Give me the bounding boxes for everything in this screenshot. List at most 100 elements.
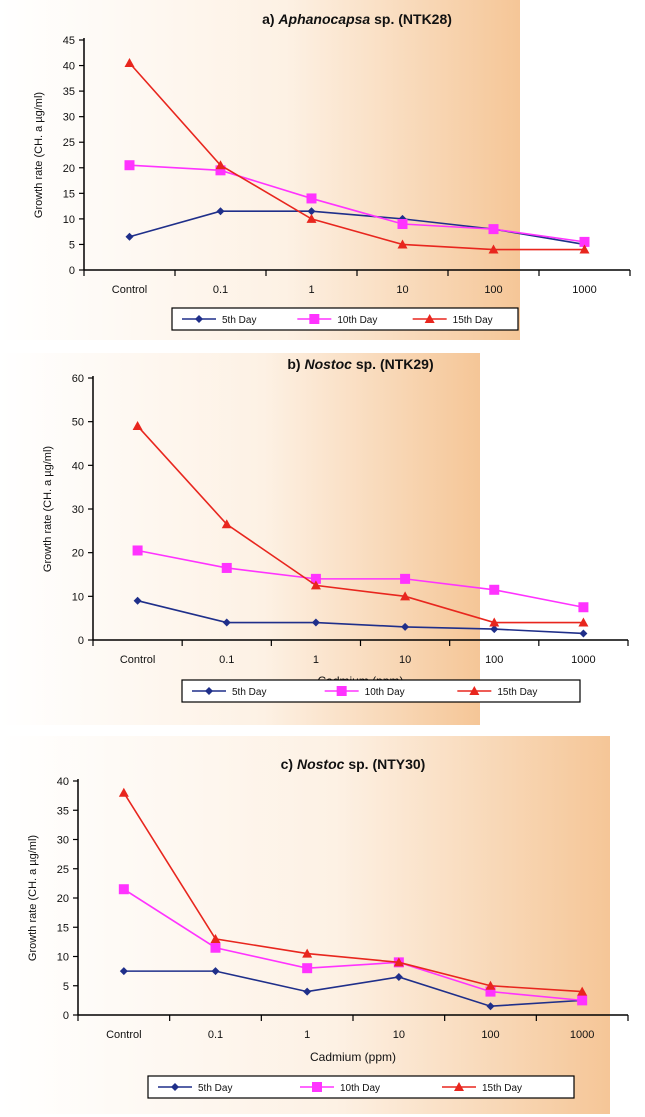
data-point <box>118 787 129 797</box>
legend-marker <box>312 1082 322 1092</box>
legend-marker <box>171 1083 179 1091</box>
chart-background <box>0 353 480 725</box>
data-point <box>489 584 500 595</box>
x-tick-label: 1 <box>308 284 314 296</box>
legend-entry: 10th Day <box>340 1083 380 1094</box>
y-tick-label: 35 <box>63 86 75 98</box>
series-line <box>136 425 584 624</box>
legend-marker <box>195 315 203 323</box>
data-point <box>485 986 496 997</box>
y-tick-label: 20 <box>57 893 69 905</box>
data-point <box>486 1002 495 1011</box>
legend: 5th Day 10th Day 15th Day <box>147 1075 575 1099</box>
data-point <box>221 562 232 573</box>
legend-marker <box>309 314 320 324</box>
data-point <box>401 622 410 631</box>
chart-title: c) Nostoc sp. (NTY30) <box>281 756 426 772</box>
legend-entry: 10th Day <box>337 315 377 326</box>
data-point <box>488 244 499 254</box>
data-point <box>393 957 404 967</box>
legend-marker <box>205 687 213 695</box>
data-point <box>397 239 408 249</box>
data-point <box>400 591 411 601</box>
y-tick-label: 50 <box>72 417 84 429</box>
y-tick-label: 0 <box>63 1010 69 1022</box>
series-5th-day <box>133 596 588 638</box>
y-tick-label: 5 <box>63 981 69 993</box>
legend-entry: 5th Day <box>198 1083 232 1094</box>
data-point <box>577 995 588 1006</box>
legend-box <box>181 679 581 703</box>
legend-marker <box>336 686 347 696</box>
y-tick-label: 5 <box>69 239 75 251</box>
x-tick-label: 1000 <box>570 1029 594 1041</box>
x-tick-label: 100 <box>481 1029 499 1041</box>
chart-background <box>0 0 520 340</box>
series-line <box>123 792 583 993</box>
series-15th-day <box>118 787 588 996</box>
series-line <box>137 599 584 635</box>
data-point <box>485 980 496 990</box>
data-point <box>578 617 589 627</box>
data-point <box>577 986 588 996</box>
data-point <box>133 596 142 605</box>
data-point <box>221 519 232 529</box>
data-point <box>579 244 590 254</box>
data-point <box>132 421 143 431</box>
data-point <box>397 219 408 229</box>
chart-a-aphanocapsa: a) Aphanocapsa sp. (NTK28) 0 5 10 15 20 25 30 35… <box>0 0 631 340</box>
data-point <box>302 948 313 958</box>
data-point <box>489 617 500 627</box>
x-tick-label: Control <box>106 1029 141 1041</box>
x-tick-label: 1 <box>304 1029 310 1041</box>
series-line <box>123 970 583 1008</box>
legend: 5th Day 10th Day 15th Day <box>171 307 519 331</box>
series-10th-day <box>124 160 590 247</box>
chart-background <box>0 736 610 1114</box>
x-tick-label: Control <box>120 654 155 666</box>
x-tick-label: 1000 <box>572 284 596 296</box>
y-tick-label: 0 <box>69 265 75 277</box>
y-tick-label: 0 <box>78 635 84 647</box>
chart-b-nostoc-ntk29: b) Nostoc sp. (NTK29) 0 10 20 30 40 50 60 Contro… <box>0 353 629 725</box>
x-tick-label: Control <box>112 284 147 296</box>
data-point <box>118 884 129 895</box>
series-15th-day <box>124 58 590 254</box>
legend-marker <box>424 314 435 323</box>
chart-title: b) Nostoc sp. (NTK29) <box>287 356 433 372</box>
data-point <box>579 629 588 638</box>
y-tick-label: 10 <box>63 214 75 226</box>
data-point <box>310 580 321 590</box>
series-line <box>137 549 584 609</box>
data-point <box>306 213 317 223</box>
legend-marker <box>454 1082 464 1091</box>
series-10th-day <box>132 545 589 613</box>
data-point <box>211 967 220 976</box>
series-15th-day <box>132 421 589 627</box>
y-tick-label: 30 <box>63 112 75 124</box>
series-line <box>123 888 583 1002</box>
y-axis-label: Growth rate (CH. a µg/ml) <box>27 835 39 961</box>
x-tick-label: 1 <box>313 654 319 666</box>
x-tick-label: 100 <box>485 654 503 666</box>
data-point <box>125 232 134 241</box>
data-point <box>488 224 499 235</box>
data-point <box>310 573 321 584</box>
y-tick-label: 40 <box>72 460 84 472</box>
data-point <box>132 545 143 556</box>
data-point <box>579 236 590 247</box>
legend-marker <box>469 686 480 695</box>
data-point <box>216 207 225 216</box>
y-axis-label: Growth rate (CH. a µg/ml) <box>33 92 45 218</box>
legend-entry: 5th Day <box>232 687 266 698</box>
y-tick-label: 35 <box>57 805 69 817</box>
data-point <box>210 942 221 953</box>
legend-entry: 15th Day <box>453 315 493 326</box>
y-tick-label: 20 <box>72 548 84 560</box>
y-axis-label: Growth rate (CH. a µg/ml) <box>42 446 54 572</box>
data-point <box>215 160 226 170</box>
legend-entry: 15th Day <box>482 1083 522 1094</box>
data-point <box>222 618 231 627</box>
data-point <box>578 602 589 613</box>
chart-title: a) Aphanocapsa sp. (NTK28) <box>262 11 452 27</box>
